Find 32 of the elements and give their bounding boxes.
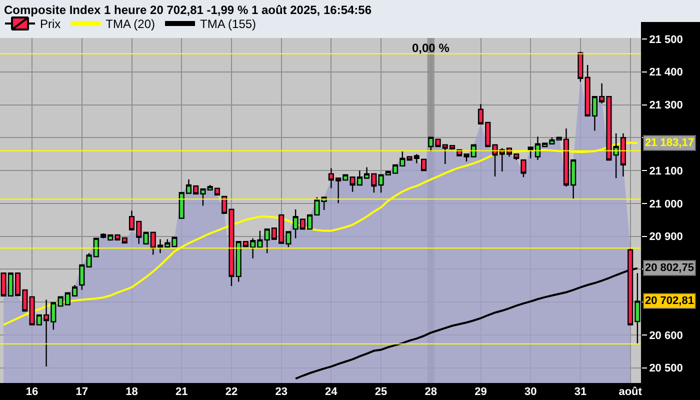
y-tick-label: 20 600 bbox=[649, 330, 683, 342]
legend-label: TMA (155) bbox=[200, 17, 256, 32]
x-tick-label: 16 bbox=[26, 386, 38, 398]
candlestick bbox=[420, 158, 427, 172]
x-tick-label: 18 bbox=[126, 386, 138, 398]
text: 20 702,81 bbox=[645, 295, 694, 307]
y-tick-label: 21 000 bbox=[649, 198, 683, 210]
band-label: 0,00 % bbox=[412, 41, 450, 55]
x-tick-label: 23 bbox=[275, 386, 288, 398]
x-tick-label: 31 bbox=[574, 386, 587, 398]
data-label: 20 802,75 bbox=[645, 262, 694, 274]
x-tick-label: 24 bbox=[325, 386, 338, 398]
y-tick-label: 20 500 bbox=[649, 362, 683, 375]
x-tick-label: 21 bbox=[175, 386, 188, 398]
x-tick-label: 17 bbox=[76, 386, 88, 398]
legend-label: Prix bbox=[40, 17, 61, 32]
y-tick-label: 20 900 bbox=[649, 231, 683, 244]
line-series bbox=[2, 142, 638, 326]
chart-title: Composite Index 1 heure 20 702,81 -1,99 % 1 août 2025, 16:54:56 bbox=[4, 3, 372, 18]
y-tick-label: 21 500 bbox=[649, 34, 683, 46]
x-tick-label: 22 bbox=[225, 386, 238, 398]
x-tick-label: 30 bbox=[524, 386, 537, 398]
legend-label: TMA (20) bbox=[106, 17, 156, 32]
y-tick-label: 21 300 bbox=[649, 100, 683, 112]
x-tick-label: 29 bbox=[474, 386, 487, 398]
data-label: 21 183,17 bbox=[645, 137, 694, 149]
x-tick-label: 25 bbox=[374, 386, 388, 398]
y-tick-label: 21 400 bbox=[649, 66, 683, 79]
candlestick bbox=[520, 159, 526, 178]
y-tick-label: 21 100 bbox=[649, 165, 683, 178]
x-tick-label: 28 bbox=[424, 386, 438, 398]
x-tick-label: août bbox=[618, 386, 642, 398]
